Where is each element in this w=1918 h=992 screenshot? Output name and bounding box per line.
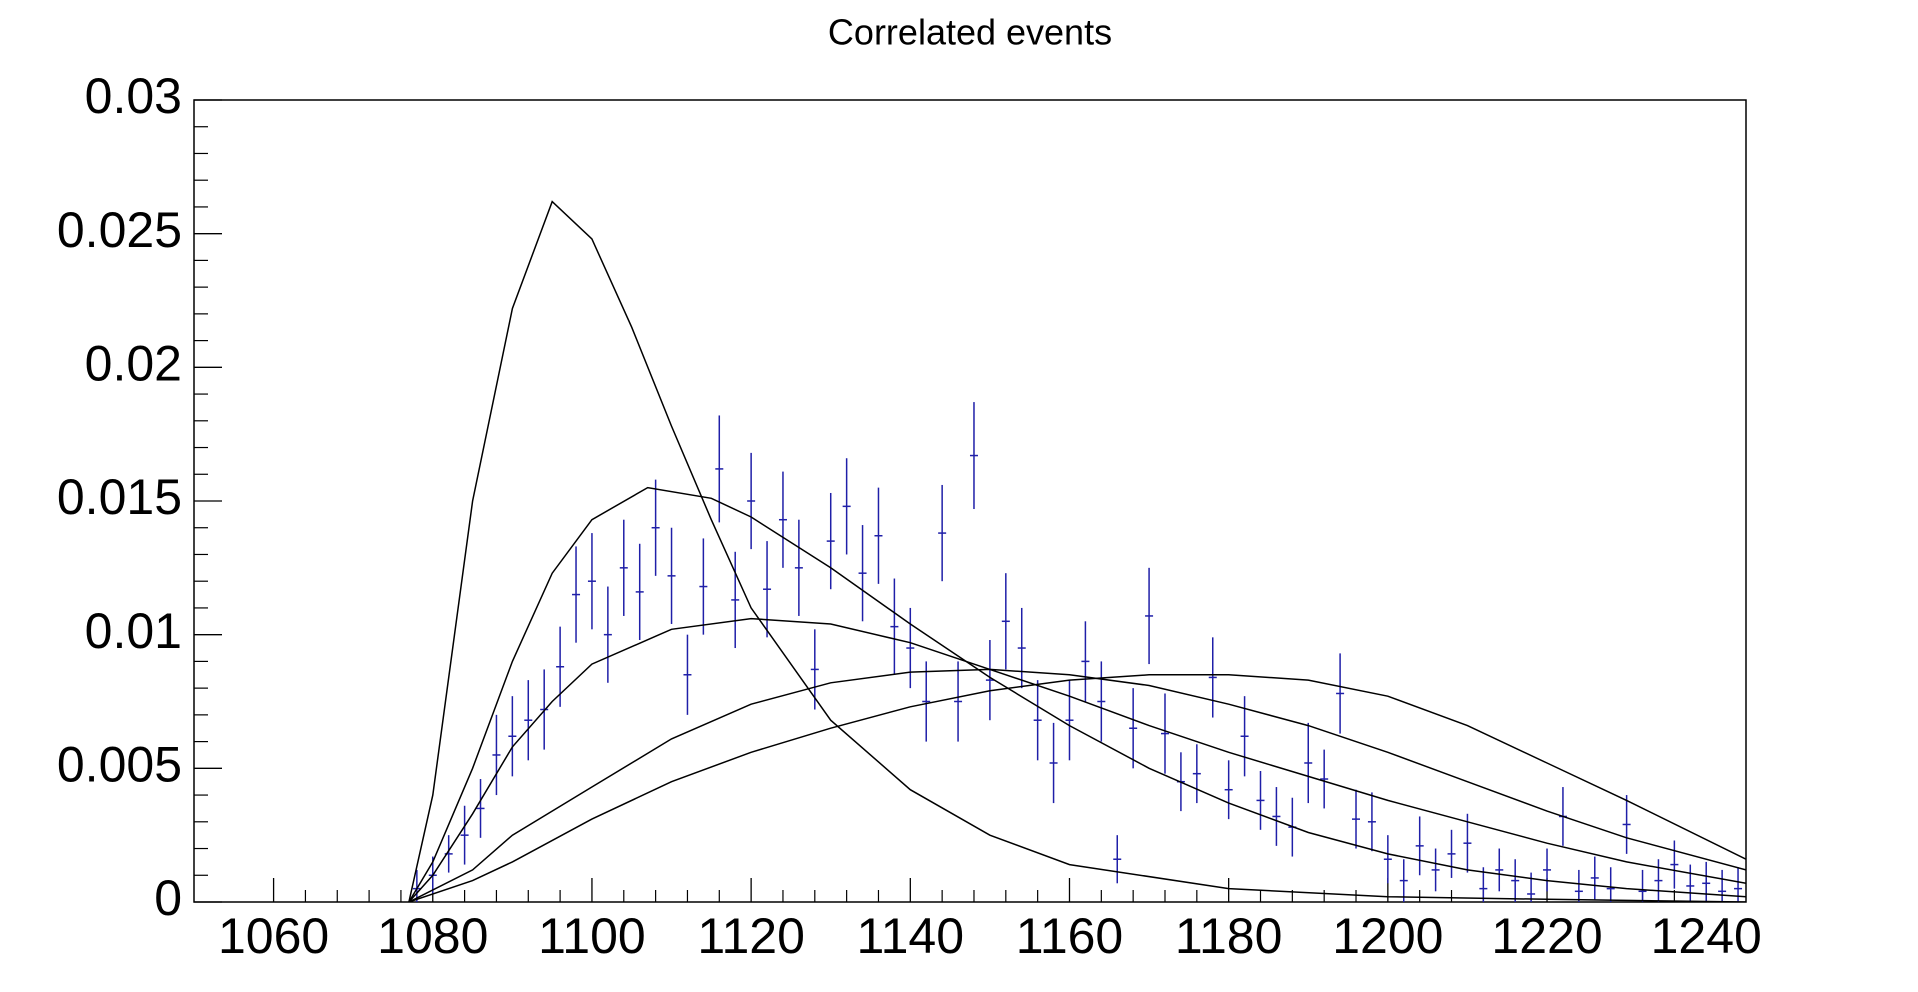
x-tick-label: 1160 — [1016, 908, 1124, 964]
x-tick-label: 1140 — [857, 908, 965, 964]
x-tick-label: 1100 — [538, 908, 646, 964]
y-tick-label: 0.02 — [85, 336, 182, 392]
y-tick-label: 0.025 — [57, 202, 182, 258]
curve — [408, 200, 1746, 902]
chart-title: Correlated events — [828, 12, 1112, 53]
y-tick-label: 0.03 — [85, 68, 182, 124]
y-tick-label: 0.015 — [57, 469, 182, 525]
curve — [408, 668, 1746, 902]
plot-area — [408, 200, 1746, 902]
curve — [408, 617, 1746, 902]
curve — [408, 486, 1746, 902]
curve — [408, 674, 1746, 902]
y-tick-label: 0.01 — [85, 603, 182, 659]
x-tick-label: 1240 — [1651, 908, 1762, 964]
x-tick-label: 1060 — [218, 908, 329, 964]
y-tick-label: 0.005 — [57, 737, 182, 793]
y-tick-label: 0 — [154, 870, 182, 926]
x-tick-label: 1200 — [1332, 908, 1443, 964]
x-tick-label: 1220 — [1491, 908, 1602, 964]
x-tick-label: 1080 — [377, 908, 488, 964]
x-tick-label: 1120 — [697, 908, 805, 964]
x-tick-label: 1180 — [1175, 908, 1283, 964]
